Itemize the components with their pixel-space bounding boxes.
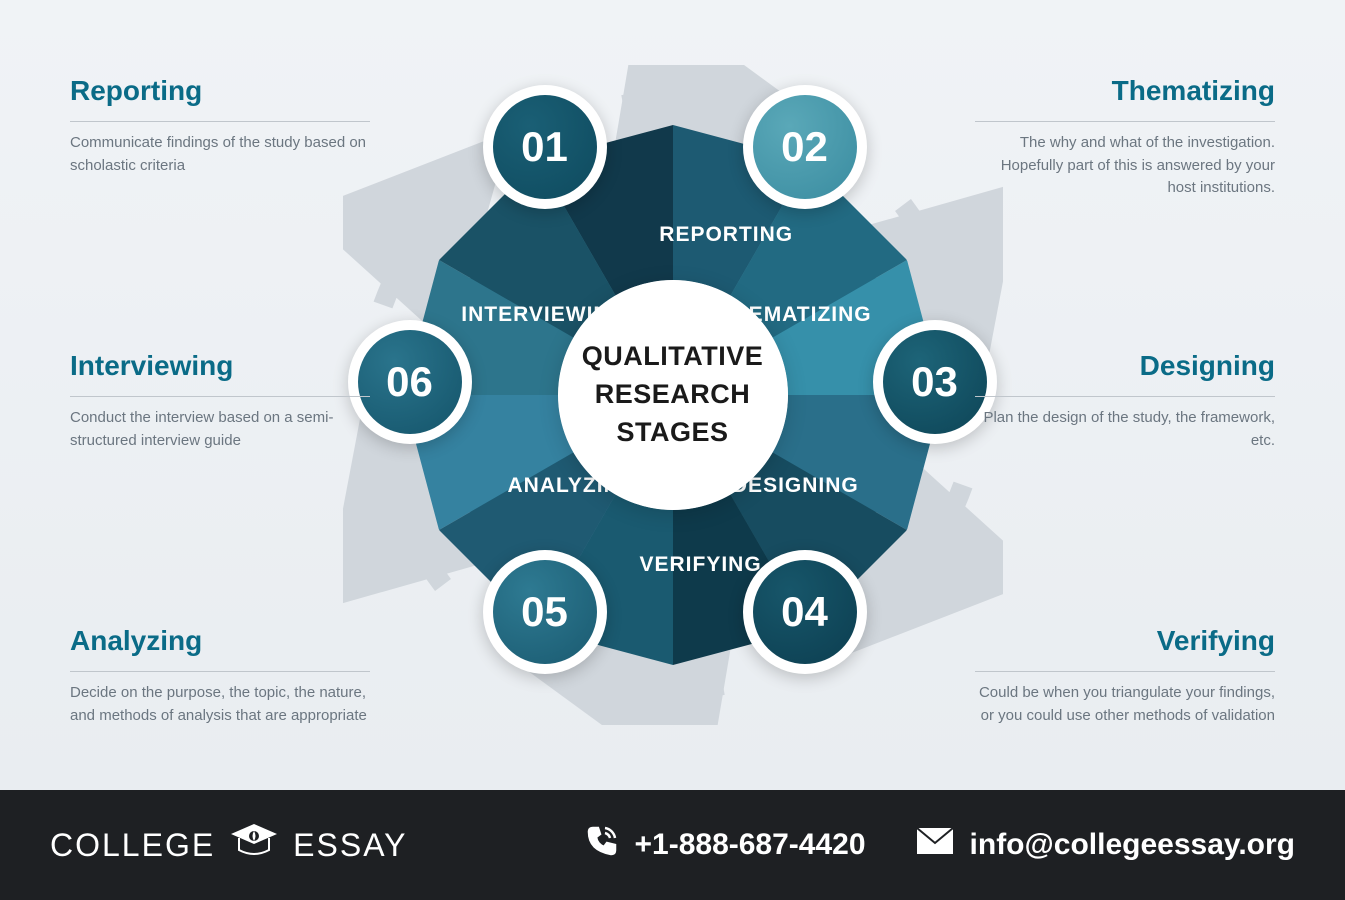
phone-icon — [585, 824, 619, 866]
title-verifying: Verifying — [975, 625, 1275, 657]
node-02: 02 — [743, 85, 867, 209]
desc-interviewing: Conduct the interview based on a semi-st… — [70, 407, 370, 452]
rule — [70, 121, 370, 122]
node-02-num: 02 — [753, 95, 857, 199]
phone-number: +1-888-687-4420 — [635, 828, 866, 862]
node-04-num: 04 — [753, 560, 857, 664]
footer: COLLEGE ESSAY +1-888-687-4420 — [0, 790, 1345, 900]
block-analyzing: Analyzing Decide on the purpose, the top… — [70, 625, 370, 727]
desc-verifying: Could be when you triangulate your findi… — [975, 682, 1275, 727]
desc-analyzing: Decide on the purpose, the topic, the na… — [70, 682, 370, 727]
circular-diagram: REPORTING THEMATIZING DESIGNING VERIFYIN… — [343, 65, 1003, 725]
center-circle: QUALITATIVE RESEARCH STAGES — [558, 280, 788, 510]
node-06-num: 06 — [358, 330, 462, 434]
node-01: 01 — [483, 85, 607, 209]
block-reporting: Reporting Communicate findings of the st… — [70, 75, 370, 177]
email-address: info@collegeessay.org — [970, 828, 1295, 862]
node-05-num: 05 — [493, 560, 597, 664]
title-designing: Designing — [975, 350, 1275, 382]
block-designing: Designing Plan the design of the study, … — [975, 350, 1275, 452]
logo-part1: COLLEGE — [50, 827, 215, 864]
block-thematizing: Thematizing The why and what of the inve… — [975, 75, 1275, 200]
title-analyzing: Analyzing — [70, 625, 370, 657]
seg-label-1: REPORTING — [659, 223, 793, 247]
seg-label-4: VERIFYING — [640, 553, 762, 577]
desc-reporting: Communicate findings of the study based … — [70, 132, 370, 177]
infographic-main: REPORTING THEMATIZING DESIGNING VERIFYIN… — [0, 0, 1345, 790]
rule — [70, 396, 370, 397]
desc-designing: Plan the design of the study, the framew… — [975, 407, 1275, 452]
graduation-cap-icon — [227, 814, 281, 876]
node-01-num: 01 — [493, 95, 597, 199]
rule — [975, 671, 1275, 672]
contact-area: +1-888-687-4420 info@collegeessay.org — [585, 824, 1296, 866]
desc-thematizing: The why and what of the investigation. H… — [975, 132, 1275, 200]
phone-contact[interactable]: +1-888-687-4420 — [585, 824, 866, 866]
rule — [975, 396, 1275, 397]
rule — [975, 121, 1275, 122]
logo-part2: ESSAY — [293, 827, 407, 864]
node-03-num: 03 — [883, 330, 987, 434]
title-reporting: Reporting — [70, 75, 370, 107]
email-contact[interactable]: info@collegeessay.org — [916, 827, 1295, 863]
envelope-icon — [916, 827, 954, 863]
block-interviewing: Interviewing Conduct the interview based… — [70, 350, 370, 452]
center-title: QUALITATIVE RESEARCH STAGES — [582, 338, 764, 451]
node-04: 04 — [743, 550, 867, 674]
rule — [70, 671, 370, 672]
title-thematizing: Thematizing — [975, 75, 1275, 107]
block-verifying: Verifying Could be when you triangulate … — [975, 625, 1275, 727]
node-05: 05 — [483, 550, 607, 674]
logo: COLLEGE ESSAY — [50, 814, 408, 876]
title-interviewing: Interviewing — [70, 350, 370, 382]
